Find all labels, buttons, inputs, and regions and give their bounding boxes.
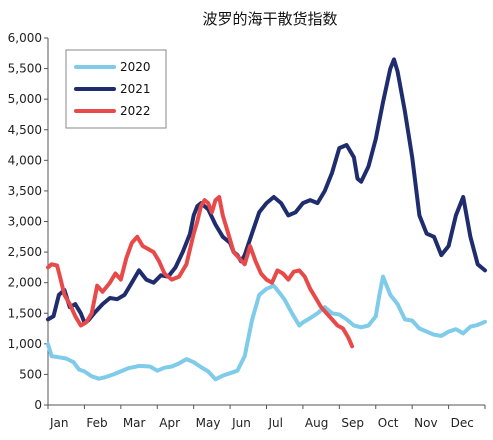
- x-tick-label: Jan: [49, 416, 69, 430]
- y-tick-label: 2,500: [8, 245, 42, 259]
- series-line-2022: [46, 195, 355, 349]
- legend-label-2020: 2020: [120, 60, 151, 74]
- chart-title: 波罗的海干散货指数: [202, 10, 337, 28]
- y-tick-label: 3,000: [8, 215, 42, 229]
- x-tick-label: May: [196, 416, 221, 430]
- x-tick-label: Nov: [414, 416, 437, 430]
- axes: 0 500 1,000 1,500 2,000 2,500 3,000 3,500 4,000 4…: [8, 31, 486, 430]
- x-tick-label: Dec: [451, 416, 474, 430]
- legend: 2020 2021 2022: [65, 49, 167, 129]
- x-tick-label: Jun: [231, 416, 251, 430]
- x-tick-label: Apr: [159, 416, 180, 430]
- y-tick-label: 4,000: [8, 153, 42, 167]
- y-tick-label: 500: [19, 367, 42, 381]
- legend-label-2021: 2021: [120, 82, 151, 96]
- y-tick-label: 0: [34, 398, 42, 412]
- y-tick-label: 2,000: [8, 276, 42, 290]
- x-tick-label: Mar: [123, 416, 146, 430]
- series-lines: [46, 57, 487, 382]
- series-line-2020: [46, 274, 487, 382]
- y-tick-label: 5,500: [8, 62, 42, 76]
- legend-label-2022: 2022: [120, 104, 151, 118]
- x-tick-label: Jul: [268, 416, 283, 430]
- y-tick-label: 3,500: [8, 184, 42, 198]
- y-tick-label: 5,000: [8, 92, 42, 106]
- y-tick-label: 1,000: [8, 337, 42, 351]
- y-tick-label: 4,500: [8, 123, 42, 137]
- x-tick-label: Aug: [305, 416, 328, 430]
- series-line-2021: [46, 57, 487, 325]
- x-tick-label: Oct: [378, 416, 399, 430]
- x-tick-label: Feb: [86, 416, 107, 430]
- x-tick-label: Sep: [341, 416, 364, 430]
- y-tick-label: 6,000: [8, 31, 42, 45]
- y-tick-label: 1,500: [8, 306, 42, 320]
